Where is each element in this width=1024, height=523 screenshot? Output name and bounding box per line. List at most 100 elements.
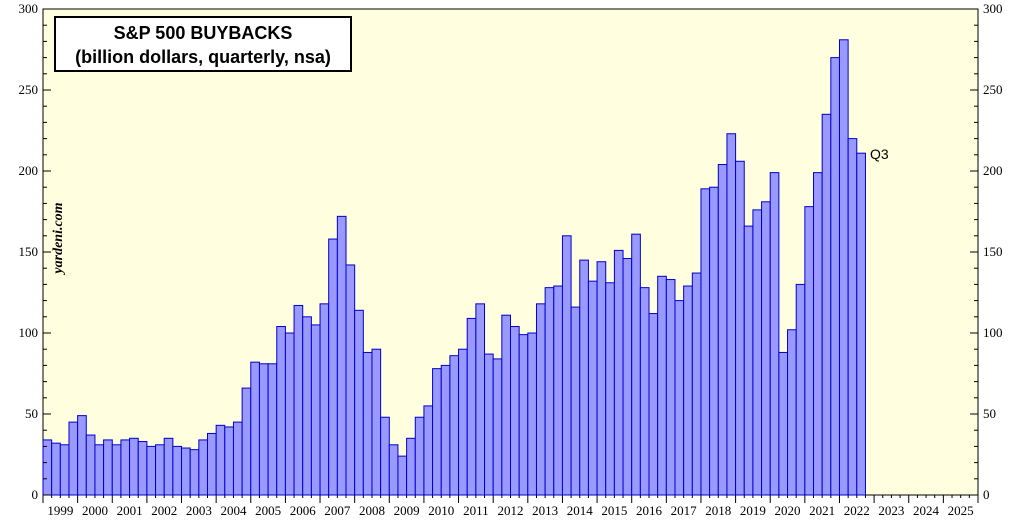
bar bbox=[189, 449, 200, 496]
bar bbox=[795, 283, 806, 496]
x-tick-label: 2002 bbox=[151, 503, 177, 518]
bar bbox=[691, 272, 702, 496]
bar bbox=[579, 259, 589, 496]
x-axis: 1999 2000 2001 2002 2003 2004 2005 2006 2007 2008… bbox=[42, 495, 979, 518]
bar bbox=[674, 300, 685, 496]
chart-subtitle: (billion dollars, quarterly, nsa) bbox=[75, 47, 331, 67]
x-tick-label: 1999 bbox=[47, 503, 73, 518]
bar bbox=[830, 57, 840, 496]
bar bbox=[51, 442, 61, 496]
y-tick-label: 200 bbox=[983, 163, 1003, 178]
y-tick-label: 200 bbox=[19, 163, 39, 178]
y-tick-label: 0 bbox=[32, 487, 39, 502]
x-tick-label: 2010 bbox=[428, 503, 454, 518]
bar bbox=[769, 172, 780, 496]
bar bbox=[596, 261, 607, 496]
bar bbox=[804, 206, 815, 496]
bar bbox=[414, 416, 425, 496]
x-tick-label: 2012 bbox=[498, 503, 524, 518]
y-tick-label: 50 bbox=[25, 406, 38, 421]
y-tick-label: 150 bbox=[983, 244, 1003, 259]
bar bbox=[336, 215, 347, 496]
bar bbox=[232, 421, 243, 496]
bar bbox=[120, 439, 131, 496]
bar bbox=[362, 351, 373, 496]
bar bbox=[302, 316, 312, 496]
bar bbox=[198, 439, 208, 496]
x-tick-label: 2019 bbox=[740, 503, 766, 518]
bar bbox=[717, 164, 728, 496]
bar bbox=[613, 249, 624, 496]
last-bar-annotation: Q3 bbox=[870, 146, 889, 162]
bar bbox=[510, 326, 520, 496]
x-tick-label: 2021 bbox=[809, 503, 835, 518]
bar bbox=[856, 152, 866, 496]
x-tick-label: 2024 bbox=[913, 503, 940, 518]
bar bbox=[847, 138, 858, 496]
bar bbox=[587, 280, 598, 496]
x-tick-label: 2022 bbox=[844, 503, 870, 518]
chart-title: S&P 500 BUYBACKS bbox=[113, 23, 293, 43]
bar bbox=[778, 351, 789, 496]
bar bbox=[787, 329, 797, 496]
bar bbox=[432, 368, 442, 496]
x-tick-label: 2001 bbox=[117, 503, 143, 518]
x-tick-label: 2005 bbox=[255, 503, 281, 518]
bar bbox=[570, 306, 581, 496]
bar bbox=[103, 439, 113, 496]
bar bbox=[761, 201, 771, 496]
bar bbox=[284, 332, 295, 496]
x-tick-label: 2025 bbox=[948, 503, 974, 518]
bar bbox=[77, 415, 87, 496]
bar bbox=[813, 172, 823, 496]
bar bbox=[137, 441, 148, 496]
bar bbox=[319, 303, 330, 496]
y-tick-label: 50 bbox=[983, 406, 996, 421]
bar bbox=[293, 304, 304, 496]
x-tick-label: 2016 bbox=[636, 503, 663, 518]
y-axis-left: 0 50 100 150 200 250 300 bbox=[19, 1, 51, 502]
bar bbox=[215, 424, 226, 496]
bar bbox=[535, 303, 546, 496]
x-tick-label: 2003 bbox=[186, 503, 212, 518]
bar bbox=[224, 426, 234, 496]
bar bbox=[700, 188, 711, 496]
bar bbox=[735, 160, 745, 496]
x-tick-label: 2018 bbox=[705, 503, 731, 518]
bar bbox=[683, 285, 693, 496]
bar bbox=[111, 444, 122, 496]
bar bbox=[639, 287, 650, 496]
y-axis-right: 0 50 100 150 200 250 300 bbox=[970, 1, 1003, 502]
bar bbox=[397, 455, 408, 496]
bar bbox=[743, 225, 754, 496]
bar bbox=[709, 186, 719, 496]
bar bbox=[475, 303, 486, 496]
bar bbox=[146, 445, 157, 496]
chart-title-box: S&P 500 BUYBACKS (billion dollars, quart… bbox=[54, 16, 352, 72]
y-tick-label: 250 bbox=[983, 82, 1003, 97]
x-tick-label: 2008 bbox=[359, 503, 385, 518]
bar bbox=[328, 238, 338, 496]
x-tick-label: 2013 bbox=[532, 503, 558, 518]
bar bbox=[657, 275, 667, 496]
bar bbox=[181, 447, 191, 496]
bar bbox=[665, 279, 676, 496]
bar bbox=[388, 444, 399, 496]
bar bbox=[561, 235, 572, 496]
y-tick-label: 150 bbox=[19, 244, 39, 259]
bar bbox=[59, 444, 70, 496]
bar bbox=[380, 416, 390, 496]
bar bbox=[648, 313, 659, 496]
x-tick-label: 2015 bbox=[601, 503, 627, 518]
bar bbox=[267, 363, 278, 496]
bar bbox=[206, 432, 217, 496]
y-tick-label: 100 bbox=[983, 325, 1003, 340]
x-tick-label: 2017 bbox=[671, 503, 698, 518]
bar bbox=[838, 39, 849, 496]
x-tick-label: 2023 bbox=[878, 503, 904, 518]
bar bbox=[258, 363, 269, 496]
y-tick-label: 300 bbox=[19, 1, 39, 16]
bar bbox=[492, 358, 503, 496]
bar bbox=[458, 348, 468, 496]
